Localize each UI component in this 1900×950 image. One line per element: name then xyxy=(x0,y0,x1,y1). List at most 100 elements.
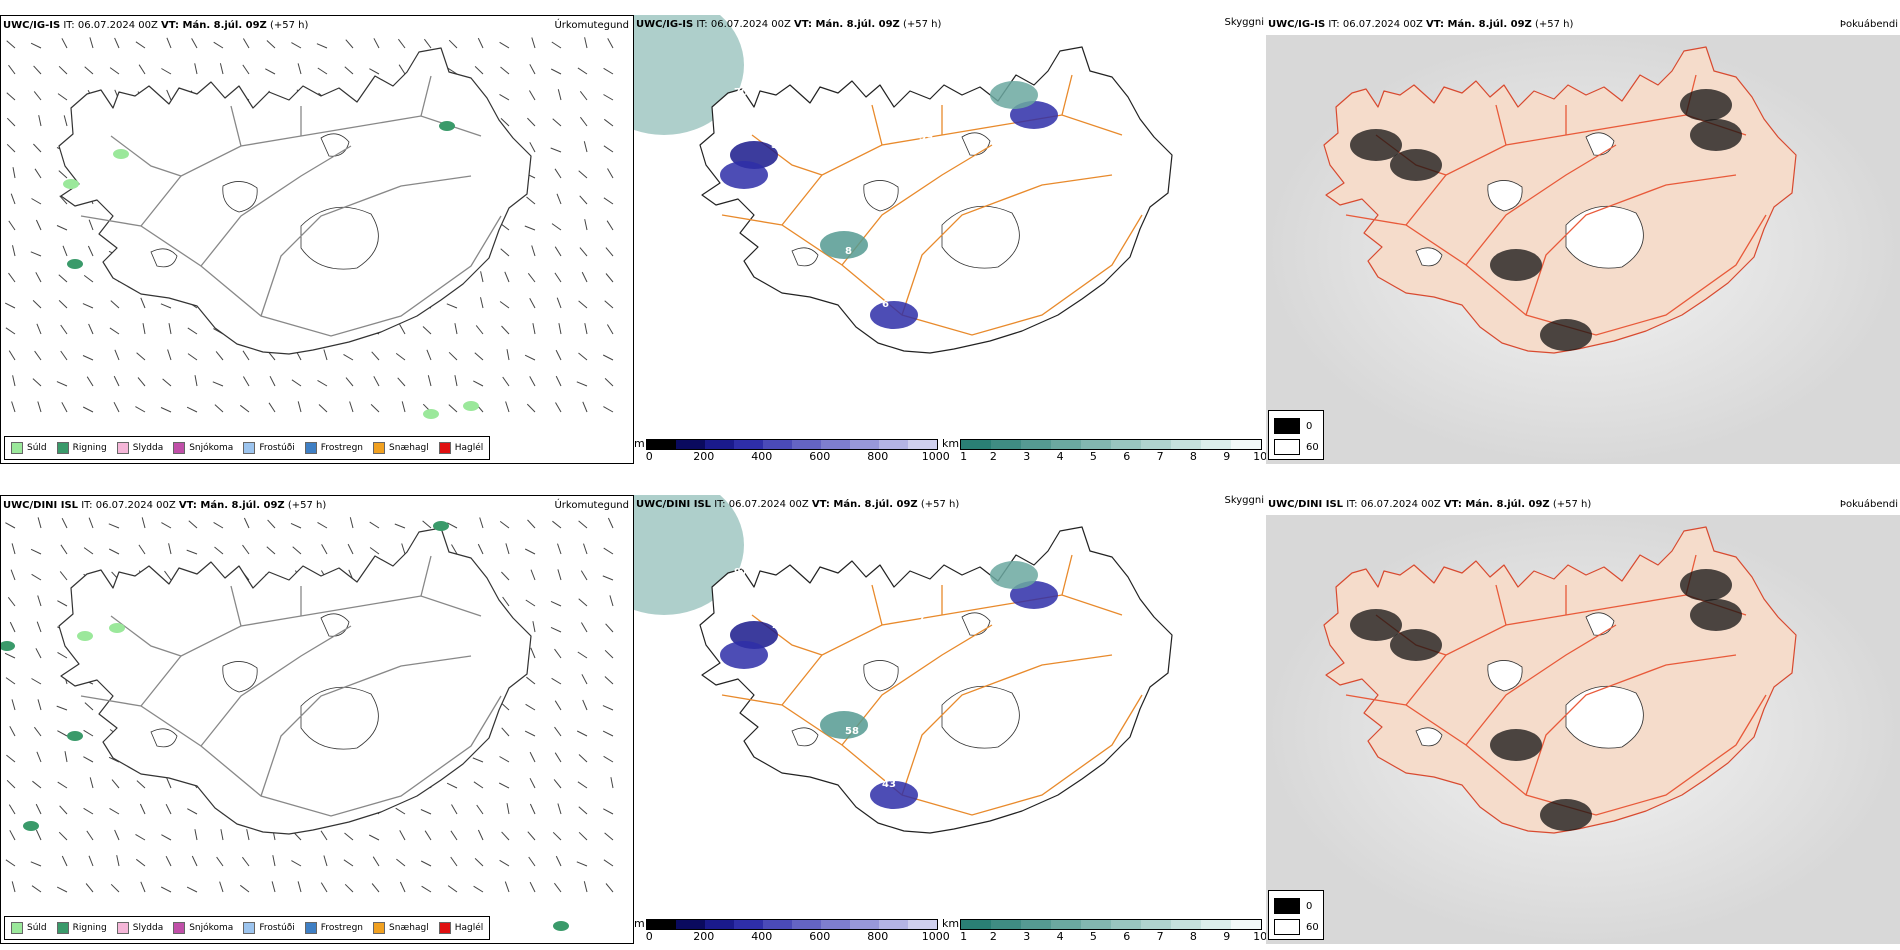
wind-barb xyxy=(30,42,42,49)
wind-barb xyxy=(578,520,588,529)
wind-barb xyxy=(30,861,42,867)
wind-barb xyxy=(422,326,432,335)
colorbar-unit: km xyxy=(942,437,960,450)
wind-barb xyxy=(421,885,432,893)
glacier-outline xyxy=(863,660,899,692)
wind-barb xyxy=(527,519,536,529)
wind-barb xyxy=(32,300,42,309)
wind-barb xyxy=(529,64,536,75)
iceland-map xyxy=(699,46,1173,354)
wind-barb xyxy=(88,855,94,867)
wind-barb xyxy=(33,143,42,153)
legend-swatch xyxy=(438,922,451,934)
wind-barb xyxy=(6,117,16,127)
fog-index-area xyxy=(1680,89,1732,121)
panel-title: UWC/IG-IS IT: 06.07.2024 00Z VT: Mán. 8.… xyxy=(1268,19,1574,30)
wind-barb xyxy=(83,756,94,763)
wind-barb xyxy=(451,804,458,815)
legend-item: Frostregn xyxy=(304,922,363,934)
precip-area xyxy=(67,259,83,269)
precip-map xyxy=(4,37,614,419)
wind-barb xyxy=(135,406,146,413)
wind-barb xyxy=(527,117,536,127)
wind-barb xyxy=(32,378,42,387)
wind-barb xyxy=(86,376,94,387)
wind-barb xyxy=(448,351,458,361)
wind-barb xyxy=(474,352,484,361)
glacier-outline xyxy=(1415,727,1443,747)
visibility-panel-top: 70 50 55 8 6 59 30 5 6 UWC/IG-IS IT: 06.07.2024 … xyxy=(634,15,1266,464)
colorbar-tick: 600 xyxy=(809,450,831,463)
wind-barb xyxy=(320,830,328,841)
wind-barb xyxy=(603,547,614,555)
wind-barb xyxy=(450,830,458,841)
road-line xyxy=(901,174,1113,316)
wind-barb xyxy=(552,831,562,841)
wind-barb xyxy=(474,858,484,867)
glacier-outline xyxy=(150,728,178,748)
glacier-outline xyxy=(863,180,899,212)
wind-barb xyxy=(61,38,68,49)
panel-title: UWC/DINI ISL IT: 06.07.2024 00Z VT: Mán.… xyxy=(636,499,960,510)
coastline xyxy=(1323,46,1797,354)
wind-barb xyxy=(395,352,406,361)
wind-barb xyxy=(297,881,302,893)
wind-barb xyxy=(114,349,120,361)
wind-barb xyxy=(323,349,328,361)
wind-barb xyxy=(500,248,510,257)
legend-label: Slydda xyxy=(132,923,164,933)
visibility-label: 67 xyxy=(993,718,1007,729)
fog-index-area xyxy=(1350,129,1402,161)
legend-swatch xyxy=(11,922,23,934)
precip-area xyxy=(67,731,83,741)
colorbar-tick: 1 xyxy=(960,450,968,463)
visibility-label: 10 xyxy=(798,763,812,774)
wind-barb xyxy=(61,517,68,529)
wind-barb xyxy=(500,118,510,127)
wind-barb xyxy=(8,64,16,75)
wind-barb xyxy=(59,571,68,581)
wind-barb xyxy=(113,401,120,413)
visibility-colorbar: km 1 2 3 4 5 6 7 8 9 10 xyxy=(942,917,1266,943)
visibility-label: 70 xyxy=(771,620,785,631)
legend-item: Rigning xyxy=(56,922,107,934)
visibility-map: 97 70 79 58 43 7 95 67 15 70 39 32 10 xyxy=(634,495,1173,834)
wind-barb xyxy=(37,595,42,607)
wind-barb xyxy=(369,68,380,75)
wind-barb xyxy=(219,63,224,75)
wind-barb xyxy=(450,856,458,867)
fog-index-area xyxy=(1540,319,1592,351)
visibility-label: 30 xyxy=(956,185,970,196)
visibility-label: 58 xyxy=(845,726,859,737)
wind-barb xyxy=(448,404,458,413)
wind-barb xyxy=(555,375,562,387)
fog-index-area xyxy=(1490,249,1542,281)
wind-barb xyxy=(607,517,614,529)
wind-barb xyxy=(550,147,562,153)
colorbar-tick: 6 xyxy=(1123,450,1131,463)
wind-barb xyxy=(84,66,94,75)
legend-swatch xyxy=(438,442,451,454)
wind-barb xyxy=(373,38,380,49)
colorbar-strip xyxy=(645,439,938,450)
wind-barb xyxy=(137,377,146,387)
wind-barb xyxy=(531,245,536,257)
wind-barb xyxy=(166,37,172,49)
wind-barb xyxy=(529,142,536,153)
wind-barb xyxy=(577,651,588,659)
wind-barb xyxy=(6,92,16,101)
legend-item: Snjókoma xyxy=(173,922,233,934)
legend-swatch xyxy=(304,442,317,454)
wind-barb xyxy=(550,68,562,75)
precip-area xyxy=(1,641,15,651)
wind-barb xyxy=(530,569,536,581)
wind-barb xyxy=(5,327,16,335)
wind-barb xyxy=(502,376,510,387)
wind-barb xyxy=(554,246,562,257)
wind-barb xyxy=(8,220,16,231)
legend-swatch xyxy=(243,442,256,454)
wind-barb xyxy=(111,779,120,789)
wind-barb xyxy=(530,647,536,659)
wind-barb xyxy=(242,64,250,75)
fog-legend-row: 60 xyxy=(1274,439,1319,455)
